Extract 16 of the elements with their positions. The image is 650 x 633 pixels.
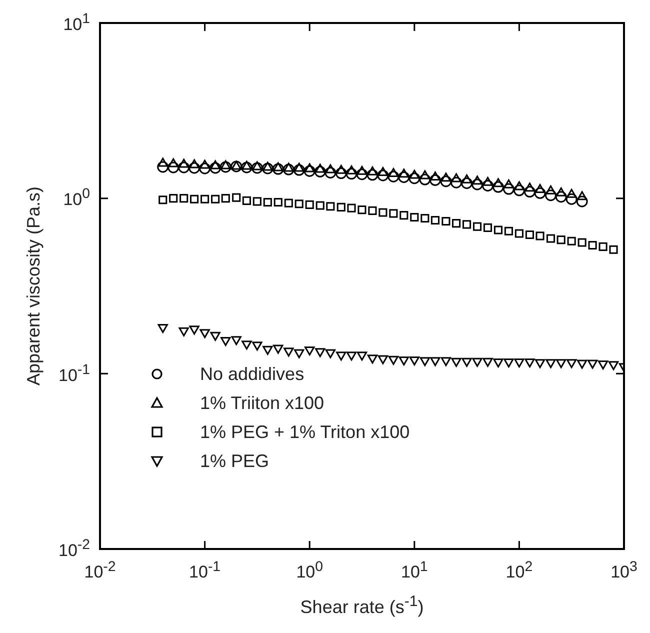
x-axis-title: Shear rate (s$^{-1}$) xyxy=(300,593,424,618)
y-tick-label: 10$^{-1}$ xyxy=(58,362,90,386)
y-axis-title: Apparent viscosity (Pa.s) xyxy=(24,186,44,386)
y-tick-label: 10$^{0}$ xyxy=(63,186,90,210)
x-tick-label: 10$^{1}$ xyxy=(400,559,428,583)
legend-label: No addidives xyxy=(200,364,304,385)
legend-label: 1% PEG xyxy=(200,450,270,472)
y-tick-label: 10$^{1}$ xyxy=(63,11,90,35)
legend-label: 1% Triiton x100 xyxy=(200,392,324,414)
x-tick-label: 10$^{-2}$ xyxy=(84,559,116,583)
x-tick-label: 10$^{-1}$ xyxy=(189,559,221,583)
x-tick-label: 10$^{2}$ xyxy=(506,559,533,583)
x-tick-label: 10$^{0}$ xyxy=(296,559,323,583)
y-tick-label: 10$^{-2}$ xyxy=(58,537,90,561)
x-tick-label: 10$^{3}$ xyxy=(610,559,638,583)
legend-label: 1% PEG + 1% Triton x100 xyxy=(200,422,410,443)
